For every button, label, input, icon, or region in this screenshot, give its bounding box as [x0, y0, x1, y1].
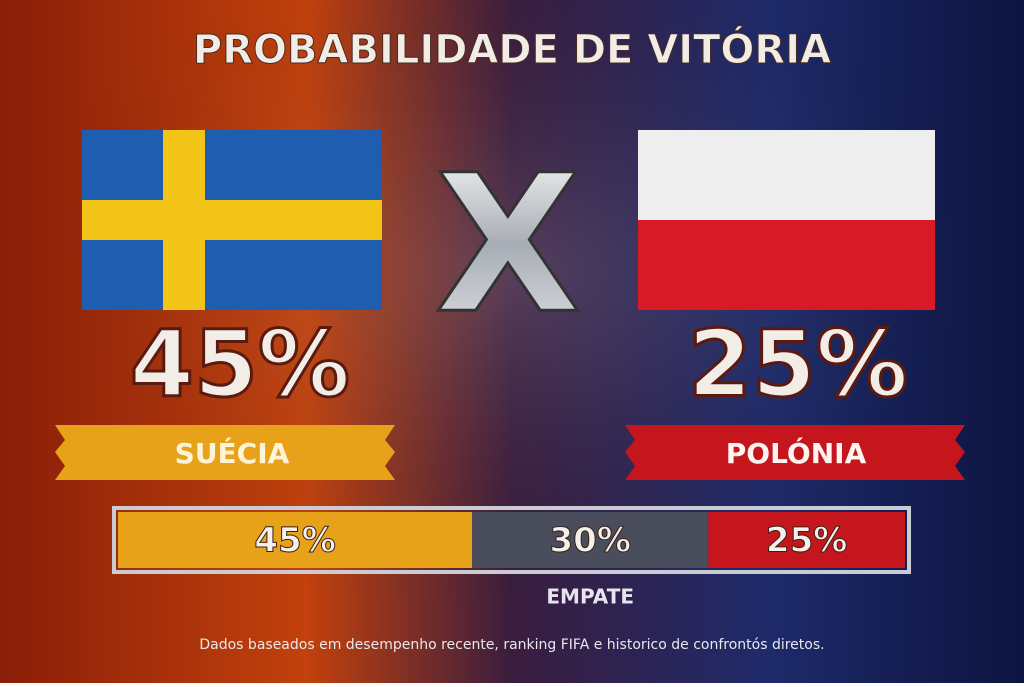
sweden-flag: [82, 130, 382, 310]
bar-segment: [118, 512, 473, 568]
segment-label: 30%: [550, 521, 631, 561]
bar-frame: [112, 506, 911, 574]
team-percentage: 45%: [130, 310, 350, 417]
team-percentage: 25%: [688, 310, 908, 417]
team-ribbon: [55, 425, 395, 480]
draw-label: EMPATE: [546, 585, 634, 609]
poland-flag: [638, 130, 935, 310]
versus-mark: X: [435, 134, 582, 355]
bar-segment: [708, 512, 905, 568]
team-ribbon: [625, 425, 965, 480]
footnote: Dados baseados em desempenho recente, ra…: [199, 637, 824, 653]
team-name: SUÉCIA: [175, 436, 290, 470]
team-name: POLÓNIA: [726, 436, 867, 470]
segment-label: 25%: [766, 521, 847, 561]
chart-title: PROBABILIDADE DE VITÓRIA: [193, 25, 831, 73]
segment-label: 45%: [254, 521, 335, 561]
probability-bar: 45% 30% 25%: [118, 512, 905, 568]
bar-segment: [472, 512, 709, 568]
